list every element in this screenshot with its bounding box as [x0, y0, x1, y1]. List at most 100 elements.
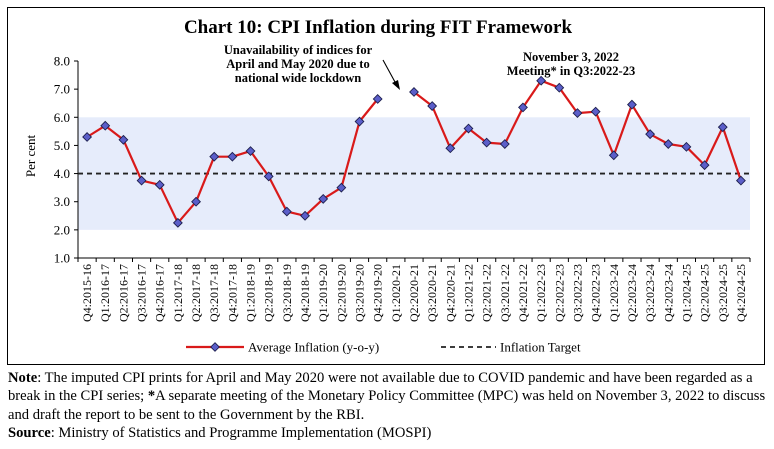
- x-tick-label: Q3:2022-23: [570, 264, 584, 322]
- inflation-data-point: [100, 120, 111, 131]
- x-tick-label: Q1:2021-22: [461, 264, 475, 322]
- inflation-data-point: [172, 217, 183, 228]
- inflation-data-point: [281, 206, 292, 217]
- inflation-data-point: [518, 102, 528, 113]
- inflation-data-point: [263, 171, 274, 182]
- inflation-data-point: [336, 182, 347, 193]
- inflation-data-point: [536, 75, 547, 86]
- y-tick-label: 4.0: [54, 166, 70, 181]
- x-tick-label: Q2:2020-21: [407, 264, 421, 322]
- y-tick-label: 2.0: [54, 222, 70, 237]
- inflation-data-point: [82, 132, 93, 142]
- legend-inflation-label: Average Inflation (y-o-y): [248, 340, 379, 355]
- x-tick-label: Q3:2021-22: [498, 264, 512, 322]
- annotation-meeting-text: November 3, 2022: [523, 50, 619, 64]
- inflation-data-point: [499, 139, 510, 149]
- legend-inflation-marker: [210, 342, 220, 352]
- x-tick-label: Q3:2017-18: [207, 264, 221, 322]
- x-tick-label: Q3:2016-17: [135, 264, 149, 322]
- inflation-data-point: [245, 146, 256, 156]
- x-tick-label: Q2:2024-25: [698, 264, 712, 322]
- x-tick-label: Q1:2019-20: [316, 264, 330, 322]
- y-tick-label: 5.0: [54, 138, 70, 153]
- x-tick-label: Q1:2023-24: [607, 264, 621, 322]
- x-tick-label: Q4:2019-20: [371, 264, 385, 322]
- annotation-break-text: national wide lockdown: [235, 71, 361, 85]
- inflation-data-point: [627, 99, 637, 110]
- source-paragraph: Source: Ministry of Statistics and Progr…: [8, 424, 768, 442]
- y-axis-label: Per cent: [23, 134, 38, 177]
- inflation-data-point: [227, 151, 238, 162]
- note-label: Note: [8, 370, 38, 386]
- inflation-data-point: [427, 101, 438, 111]
- x-tick-label: Q3:2024-25: [716, 264, 730, 322]
- x-tick-label: Q3:2019-20: [353, 264, 367, 322]
- annotation-break-text: April and May 2020 due to: [226, 57, 369, 71]
- inflation-data-point: [481, 137, 492, 148]
- annotation-break-arrow: [382, 59, 396, 83]
- note-text-2: A separate meeting of the Monetary Polic…: [8, 388, 766, 423]
- footnote: Note: The imputed CPI prints for April a…: [8, 369, 768, 443]
- inflation-data-point: [590, 106, 601, 117]
- x-tick-label: Q1:2020-21: [389, 264, 403, 322]
- x-tick-label: Q1:2017-18: [171, 264, 185, 322]
- inflation-data-point: [300, 210, 310, 221]
- x-tick-label: Q3:2020-21: [425, 264, 439, 322]
- inflation-data-point: [354, 116, 365, 127]
- x-tick-label: Q4:2015-16: [80, 264, 94, 322]
- x-tick-label: Q4:2020-21: [443, 264, 457, 322]
- x-tick-label: Q2:2023-24: [625, 264, 639, 322]
- inflation-data-point: [735, 175, 746, 186]
- inflation-data-point: [372, 94, 383, 104]
- source-text: : Ministry of Statistics and Programme I…: [50, 425, 432, 442]
- y-tick-label: 8.0: [54, 54, 70, 69]
- inflation-data-point: [717, 122, 728, 133]
- note-paragraph: Note: The imputed CPI prints for April a…: [8, 369, 768, 424]
- x-tick-label: Q3:2018-19: [280, 264, 294, 322]
- x-tick-label: Q1:2018-19: [244, 264, 258, 322]
- inflation-data-point: [572, 108, 583, 119]
- cpi-inflation-chart: Chart 10: CPI Inflation during FIT Frame…: [23, 17, 751, 355]
- x-tick-label: Q4:2017-18: [225, 264, 239, 322]
- note-text-1: : The imputed CPI prints for April and M…: [8, 370, 753, 405]
- x-tick-label: Q2:2017-18: [189, 264, 203, 322]
- inflation-data-point: [318, 193, 329, 204]
- y-tick-label: 7.0: [54, 82, 70, 97]
- chart-container: Chart 10: CPI Inflation during FIT Frame…: [7, 7, 765, 365]
- x-tick-label: Q4:2018-19: [298, 264, 312, 322]
- annotation-meeting-text: Meeting* in Q3:2022-23: [507, 64, 635, 78]
- x-tick-label: Q2:2018-19: [262, 264, 276, 322]
- legend-target-label: Inflation Target: [500, 340, 581, 355]
- inflation-data-point: [663, 139, 674, 149]
- inflation-data-point: [645, 129, 656, 140]
- inflation-data-point: [118, 134, 129, 145]
- x-tick-label: Q4:2021-22: [516, 264, 530, 322]
- x-tick-label: Q1:2022-23: [534, 264, 548, 322]
- source-label: Source: [8, 425, 51, 442]
- annotation-break-text: Unavailability of indices for: [224, 43, 373, 57]
- inflation-data-point: [699, 160, 710, 171]
- inflation-data-point: [191, 196, 201, 207]
- x-tick-label: Q1:2016-17: [98, 264, 112, 322]
- x-tick-label: Q1:2024-25: [679, 264, 693, 322]
- x-tick-label: Q2:2022-23: [552, 264, 566, 322]
- inflation-data-point: [445, 143, 456, 154]
- x-tick-label: Q2:2016-17: [116, 264, 130, 322]
- inflation-data-point: [136, 175, 147, 186]
- inflation-data-point: [409, 87, 419, 97]
- x-tick-label: Q4:2023-24: [661, 264, 675, 322]
- annotation-break-arrowhead: [392, 80, 400, 90]
- inflation-data-point: [209, 151, 220, 162]
- note-star: *: [147, 388, 156, 405]
- x-tick-label: Q2:2021-22: [480, 264, 494, 322]
- x-tick-label: Q4:2024-25: [734, 264, 748, 322]
- y-tick-label: 3.0: [54, 194, 70, 209]
- inflation-data-point: [154, 179, 165, 190]
- y-tick-label: 1.0: [54, 251, 70, 266]
- inflation-data-point: [463, 123, 474, 134]
- x-tick-label: Q4:2016-17: [153, 264, 167, 322]
- chart-title: Chart 10: CPI Inflation during FIT Frame…: [184, 17, 573, 38]
- inflation-data-point: [681, 141, 692, 152]
- y-tick-label: 6.0: [54, 110, 70, 125]
- inflation-data-point: [608, 150, 619, 161]
